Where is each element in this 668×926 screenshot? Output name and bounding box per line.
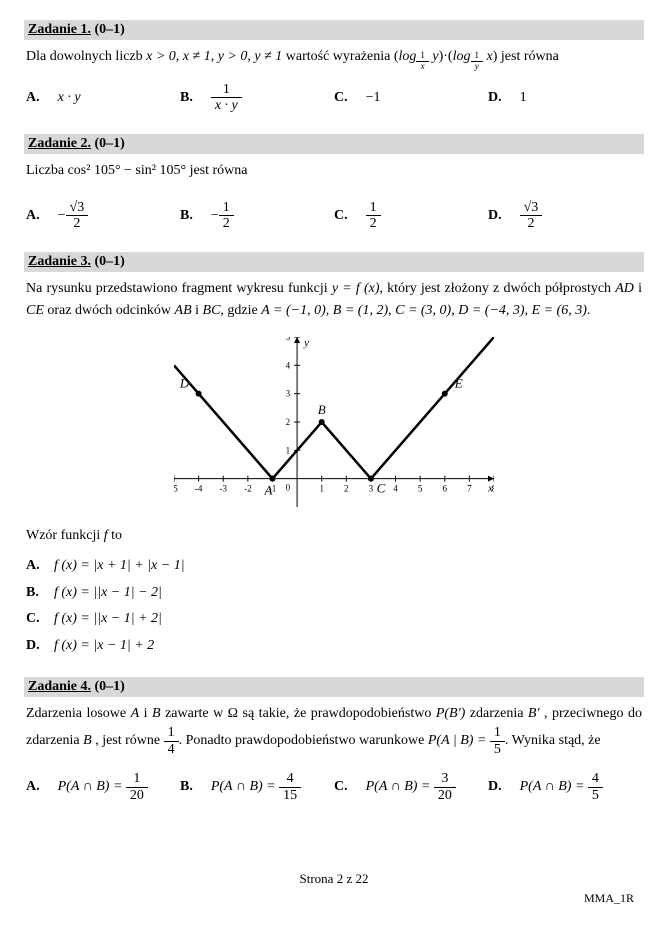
svg-text:6: 6 xyxy=(443,483,448,493)
task2-a-val: −√32 xyxy=(58,200,89,232)
task3-opt-c: C.f (x) = ||x − 1| + 2| xyxy=(26,608,642,630)
task4-opt-c: C. P(A ∩ B) = 320 xyxy=(334,771,488,803)
svg-text:-3: -3 xyxy=(219,483,227,493)
task1-options: A. x · y B. 1 x · y C. −1 D. 1 xyxy=(26,82,642,114)
task2-header: Zadanie 2. (0–1) xyxy=(24,134,644,154)
task2-title: Zadanie 2. xyxy=(28,136,91,151)
task4-opt-a: A. P(A ∩ B) = 120 xyxy=(26,771,180,803)
svg-text:D: D xyxy=(179,375,190,390)
svg-text:-5: -5 xyxy=(174,483,178,493)
svg-text:2: 2 xyxy=(344,483,349,493)
task1-opt-a: A. x · y xyxy=(26,87,180,109)
page-number: Strona 2 z 22 xyxy=(300,871,369,886)
task3-opt-d: D.f (x) = |x − 1| + 2 xyxy=(26,635,642,657)
task4-points: (0–1) xyxy=(95,679,125,694)
task1-expr: (log1x y)·(log1y x) xyxy=(394,49,501,64)
svg-text:7: 7 xyxy=(467,483,472,493)
task1-opt-c: C. −1 xyxy=(334,87,488,109)
task4-frac1: 14 xyxy=(164,725,179,757)
svg-text:y: y xyxy=(303,337,309,349)
task3-body: Na rysunku przedstawiono fragment wykres… xyxy=(24,272,644,665)
svg-text:-2: -2 xyxy=(244,483,252,493)
task4-header: Zadanie 4. (0–1) xyxy=(24,677,644,697)
svg-text:3: 3 xyxy=(369,483,374,493)
svg-text:3: 3 xyxy=(286,388,291,398)
svg-text:5: 5 xyxy=(418,483,423,493)
svg-text:4: 4 xyxy=(393,483,398,493)
task2-body: Liczba cos² 105° − sin² 105° jest równa … xyxy=(24,154,644,240)
svg-text:1: 1 xyxy=(286,445,291,455)
task1-body: Dla dowolnych liczb x > 0, x ≠ 1, y > 0,… xyxy=(24,40,644,122)
task2-opt-b: B. −12 xyxy=(180,200,334,232)
task3-chart: -5-4-3-2-112345678123450xyDABCE xyxy=(26,337,642,515)
task3-header: Zadanie 3. (0–1) xyxy=(24,252,644,272)
page-footer: Strona 2 z 22 xyxy=(24,871,644,887)
task2-d-val: √32 xyxy=(520,200,543,232)
svg-text:4: 4 xyxy=(286,360,291,370)
svg-text:5: 5 xyxy=(286,337,291,342)
task2-options: A. −√32 B. −12 C. 12 D. √32 xyxy=(26,200,642,232)
task2-text: Liczba cos² 105° − sin² 105° jest równa xyxy=(26,163,248,178)
task3-title: Zadanie 3. xyxy=(28,254,91,269)
task1-header: Zadanie 1. (0–1) xyxy=(24,20,644,40)
svg-text:C: C xyxy=(377,480,386,495)
task1-title: Zadanie 1. xyxy=(28,22,91,37)
svg-text:E: E xyxy=(454,375,463,390)
task3-prompt: Wzór funkcji f to xyxy=(26,525,642,547)
task1-points: (0–1) xyxy=(95,22,125,37)
doc-code: MMA_1R xyxy=(24,891,644,906)
task4-opt-b: B. P(A ∩ B) = 415 xyxy=(180,771,334,803)
task2-points: (0–1) xyxy=(95,136,125,151)
svg-text:B: B xyxy=(318,402,326,417)
task1-opt-b: B. 1 x · y xyxy=(180,82,334,114)
task4-title: Zadanie 4. xyxy=(28,679,91,694)
task2-opt-d: D. √32 xyxy=(488,200,642,232)
svg-text:-4: -4 xyxy=(195,483,203,493)
svg-text:2: 2 xyxy=(286,417,291,427)
task2-opt-c: C. 12 xyxy=(334,200,488,232)
task2-c-val: 12 xyxy=(366,200,381,232)
task2-opt-a: A. −√32 xyxy=(26,200,180,232)
task3-options: A.f (x) = |x + 1| + |x − 1| B.f (x) = ||… xyxy=(26,555,642,657)
task3-opt-b: B.f (x) = ||x − 1| − 2| xyxy=(26,582,642,604)
task1-opt-d: D. 1 xyxy=(488,87,642,109)
task4-body: Zdarzenia losowe A i B zawarte w Ω są ta… xyxy=(24,697,644,811)
task1-cond: x > 0, x ≠ 1, y > 0, y ≠ 1 xyxy=(146,49,282,64)
svg-text:A: A xyxy=(263,482,272,497)
svg-text:x: x xyxy=(487,482,493,494)
task1-text2: wartość wyrażenia xyxy=(286,49,394,64)
svg-text:1: 1 xyxy=(319,483,324,493)
task1-text1: Dla dowolnych liczb xyxy=(26,49,146,64)
task3-points: (0–1) xyxy=(95,254,125,269)
function-graph: -5-4-3-2-112345678123450xyDABCE xyxy=(174,337,494,507)
task4-frac2: 15 xyxy=(490,725,505,757)
svg-text:0: 0 xyxy=(286,482,291,492)
task1-b-frac: 1 x · y xyxy=(211,82,242,114)
task2-b-val: −12 xyxy=(211,200,234,232)
task4-opt-d: D. P(A ∩ B) = 45 xyxy=(488,771,642,803)
task3-opt-a: A.f (x) = |x + 1| + |x − 1| xyxy=(26,555,642,577)
task1-text3: jest równa xyxy=(501,49,559,64)
task4-options: A. P(A ∩ B) = 120 B. P(A ∩ B) = 415 C. P… xyxy=(26,771,642,803)
